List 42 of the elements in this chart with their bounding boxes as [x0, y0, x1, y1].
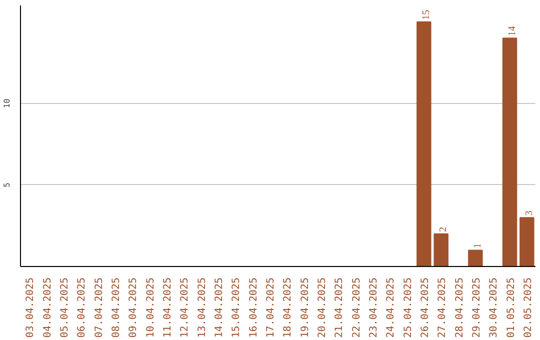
- x-tick-label: 20.04.2025: [316, 277, 328, 338]
- x-tick-label: 07.04.2025: [94, 277, 105, 338]
- data-label: 3: [524, 210, 535, 216]
- data-label: 15: [420, 10, 432, 20]
- bar: [468, 250, 483, 266]
- y-tick-label: 5: [2, 182, 12, 188]
- bar: [502, 38, 518, 266]
- y-tick-label: 10: [2, 98, 12, 108]
- x-tick-label: 04.04.2025: [42, 277, 54, 338]
- bar: [434, 233, 448, 266]
- x-tick-label: 14.04.2025: [214, 277, 225, 338]
- x-tick-label: 18.04.2025: [282, 277, 294, 338]
- x-tick-label: 22.04.2025: [351, 277, 362, 338]
- x-tick-label: 05.04.2025: [59, 277, 70, 338]
- x-tick-label: 10.04.2025: [145, 277, 156, 338]
- x-tick-label: 15.04.2025: [231, 277, 242, 338]
- x-tick-label: 28.04.2025: [454, 277, 466, 338]
- bar: [520, 217, 534, 266]
- x-tick-label: 03.04.2025: [25, 277, 36, 338]
- x-tick-label: 26.04.2025: [420, 277, 431, 338]
- bar: [416, 21, 432, 266]
- x-tick-label: 09.04.2025: [128, 277, 140, 338]
- x-tick-label: 24.04.2025: [386, 277, 397, 338]
- x-tick-label: 29.04.2025: [471, 277, 482, 338]
- x-tick-label: 25.04.2025: [402, 277, 414, 338]
- x-tick-label: 06.04.2025: [76, 277, 88, 338]
- x-tick-label: 02.05.2025: [522, 277, 534, 338]
- x-tick-label: 11.04.2025: [162, 277, 174, 338]
- x-tick-label: 27.04.2025: [437, 277, 448, 338]
- x-tick-label: 21.04.2025: [334, 277, 346, 338]
- x-tick-label: 01.05.2025: [506, 277, 517, 338]
- x-tick-label: 08.04.2025: [110, 277, 122, 338]
- x-tick-label: 23.04.2025: [368, 277, 380, 338]
- x-tick-label: 12.04.2025: [180, 277, 191, 338]
- x-tick-label: 19.04.2025: [300, 277, 311, 338]
- data-label: 2: [438, 226, 450, 232]
- x-tick-label: 30.04.2025: [488, 277, 500, 338]
- data-label: 1: [472, 243, 484, 248]
- x-tick-label: 16.04.2025: [248, 277, 260, 338]
- x-tick-label: 13.04.2025: [196, 277, 208, 338]
- data-label: 14: [506, 26, 518, 36]
- x-tick-label: 17.04.2025: [265, 277, 276, 338]
